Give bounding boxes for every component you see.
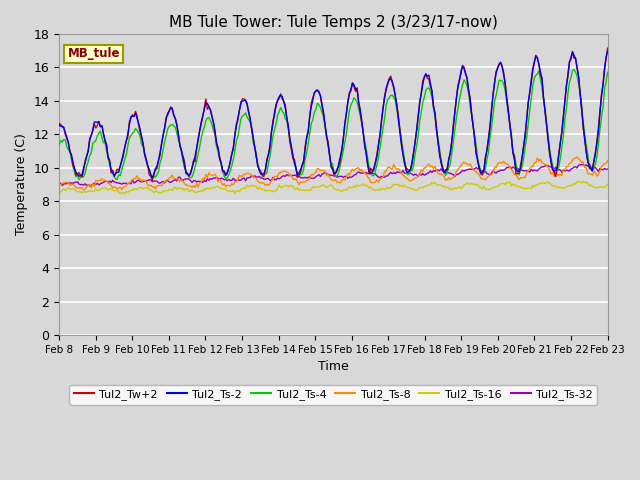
Title: MB Tule Tower: Tule Temps 2 (3/23/17-now): MB Tule Tower: Tule Temps 2 (3/23/17-now… (169, 15, 498, 30)
Y-axis label: Temperature (C): Temperature (C) (15, 133, 28, 235)
X-axis label: Time: Time (318, 360, 349, 373)
Legend: Tul2_Tw+2, Tul2_Ts-2, Tul2_Ts-4, Tul2_Ts-8, Tul2_Ts-16, Tul2_Ts-32: Tul2_Tw+2, Tul2_Ts-2, Tul2_Ts-4, Tul2_Ts… (70, 385, 597, 405)
Text: MB_tule: MB_tule (67, 48, 120, 60)
